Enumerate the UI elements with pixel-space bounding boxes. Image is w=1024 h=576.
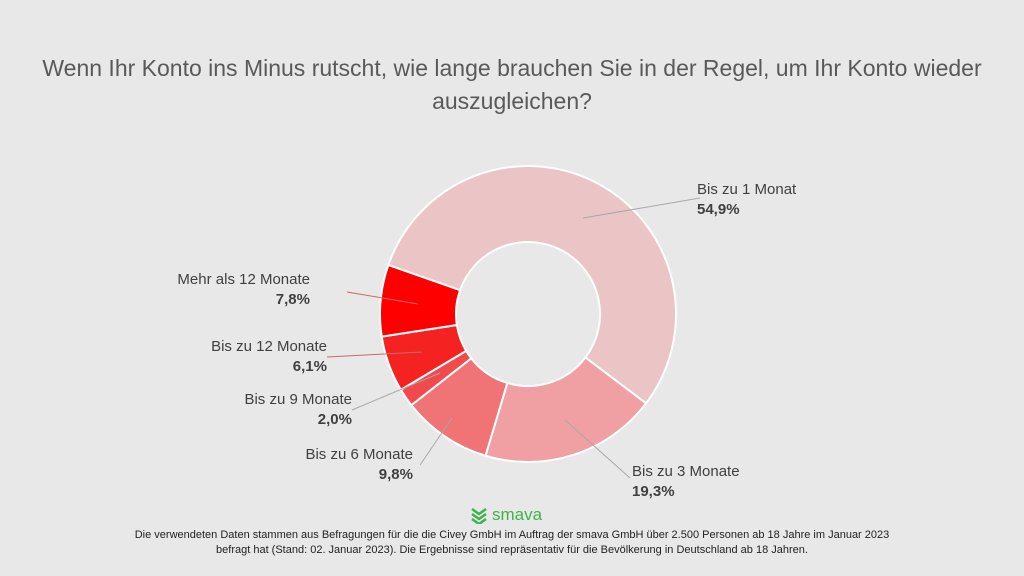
value-label: 9,8% bbox=[378, 466, 413, 483]
donut-slice bbox=[387, 165, 677, 405]
slice-label: Bis zu 9 Monate 2,0% bbox=[200, 390, 352, 430]
category-label: Bis zu 6 Monate bbox=[305, 446, 413, 463]
leader-line bbox=[564, 419, 631, 479]
value-label: 2,0% bbox=[317, 411, 352, 428]
smava-logo: smava bbox=[470, 505, 542, 525]
chevron-logo-icon bbox=[471, 507, 487, 524]
logo-text: smava bbox=[492, 505, 543, 524]
leader-line bbox=[326, 351, 423, 358]
slice-label: Bis zu 12 Monate 6,1% bbox=[170, 337, 327, 377]
slice-label: Bis zu 6 Monate 9,8% bbox=[268, 445, 413, 485]
category-label: Bis zu 9 Monate bbox=[244, 391, 352, 408]
footnote: Die verwendeten Daten stammen aus Befrag… bbox=[134, 529, 890, 556]
leader-line bbox=[582, 197, 701, 219]
value-label: 54,9% bbox=[697, 201, 740, 218]
value-label: 19,3% bbox=[632, 483, 675, 500]
category-label: Bis zu 3 Monate bbox=[632, 463, 740, 480]
value-label: 6,1% bbox=[292, 358, 327, 375]
donut-slice bbox=[379, 263, 462, 338]
slice-label: Bis zu 1 Monat 54,9% bbox=[697, 180, 796, 220]
slice-label: Bis zu 3 Monate 19,3% bbox=[632, 462, 740, 502]
leader-line bbox=[346, 291, 419, 305]
chart-title: Wenn Ihr Konto ins Minus rutscht, wie la… bbox=[42, 55, 982, 114]
slice-label: Mehr als 12 Monate 7,8% bbox=[120, 270, 310, 310]
value-label: 7,8% bbox=[275, 291, 310, 308]
leader-line bbox=[351, 372, 441, 411]
donut-slice bbox=[484, 356, 648, 463]
category-label: Bis zu 1 Monat bbox=[697, 181, 797, 198]
category-label: Bis zu 12 Monate bbox=[211, 338, 327, 355]
leader-line bbox=[419, 417, 453, 466]
category-label: Mehr als 12 Monate bbox=[177, 271, 310, 288]
